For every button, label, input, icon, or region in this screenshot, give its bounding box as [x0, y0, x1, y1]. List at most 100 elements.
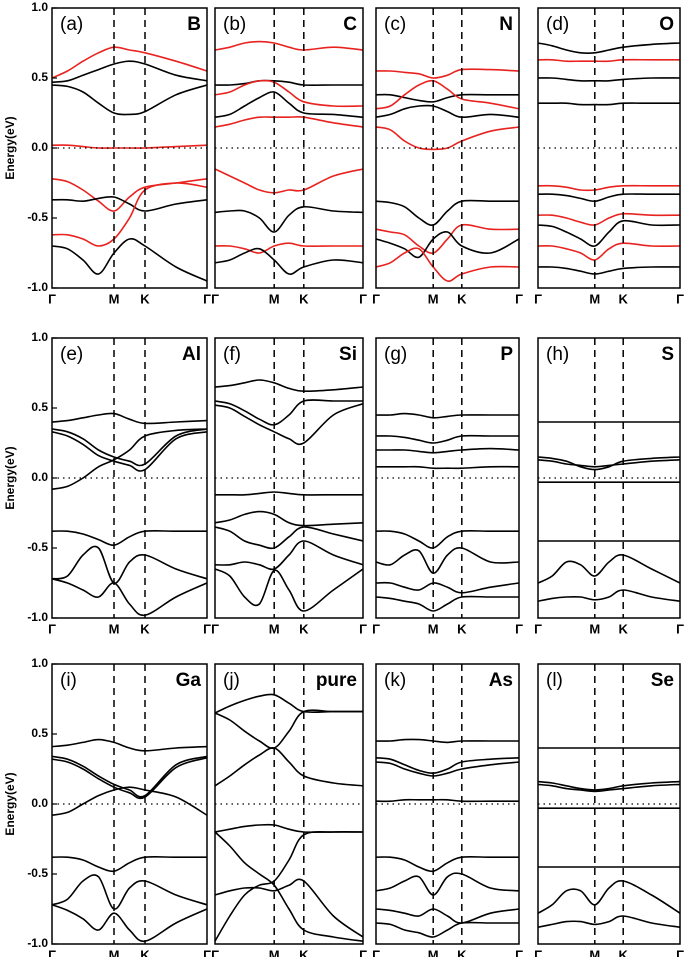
x-tick-label: M [428, 291, 439, 306]
band [376, 595, 519, 612]
band [538, 102, 680, 106]
band [376, 223, 519, 254]
band [376, 581, 519, 594]
band [215, 878, 363, 938]
panel: Γ M K Γ (h) S [534, 337, 684, 636]
band [538, 589, 680, 602]
panel-label: (l) [546, 670, 563, 691]
panel-label: (h) [546, 344, 569, 365]
x-tick-label: Γ [48, 291, 56, 306]
panel-label: (a) [60, 14, 83, 35]
y-tick-label: -1.0 [27, 610, 48, 624]
x-tick-label: K [457, 621, 467, 636]
band [215, 540, 363, 571]
band [52, 786, 207, 816]
element-label: C [343, 14, 357, 35]
x-tick-label: K [140, 291, 150, 306]
frame [537, 7, 681, 289]
band [215, 115, 363, 128]
element-label: pure [316, 670, 357, 691]
band [538, 459, 680, 468]
x-tick-label: M [428, 947, 439, 957]
y-tick-label: 1.0 [31, 330, 48, 344]
x-tick-label: Γ [534, 291, 542, 306]
band [52, 46, 207, 79]
band [376, 230, 519, 259]
band [215, 510, 363, 527]
panel-label: (b) [223, 14, 246, 35]
band [538, 42, 680, 54]
x-tick-label: M [589, 947, 600, 957]
y-tick-label: 0.5 [31, 726, 48, 740]
panel-label: (g) [384, 344, 407, 365]
x-tick-label: Γ [534, 621, 542, 636]
x-tick-label: K [457, 291, 467, 306]
element-label: Ga [176, 670, 202, 691]
band [376, 93, 519, 103]
band [52, 182, 207, 247]
band [52, 738, 207, 752]
element-label: B [187, 14, 201, 35]
band [215, 40, 363, 51]
frame [537, 337, 681, 619]
band [538, 880, 680, 914]
band [376, 921, 519, 938]
x-tick-label: M [109, 621, 120, 636]
band [52, 428, 207, 490]
panel: Γ M K Γ 1.0 0.5 0.0 -0.5 -1.0 Energy(eV) (e) Al [3, 330, 211, 636]
x-tick-label: Γ [211, 291, 219, 306]
band [52, 755, 207, 798]
band [538, 58, 680, 63]
band [376, 199, 519, 226]
band [215, 379, 363, 393]
x-tick-label: Γ [372, 947, 380, 957]
x-tick-label: M [589, 291, 600, 306]
x-tick-label: M [269, 621, 280, 636]
x-tick-label: K [299, 291, 309, 306]
y-tick-label: -1.0 [27, 280, 48, 294]
band [376, 908, 519, 924]
band [215, 693, 363, 714]
y-tick-label: 0.0 [31, 140, 48, 154]
band [215, 247, 363, 275]
band [215, 91, 363, 118]
band [52, 195, 207, 212]
x-tick-label: K [299, 621, 309, 636]
band [538, 554, 680, 584]
band [538, 456, 680, 471]
x-tick-label: Γ [48, 621, 56, 636]
y-tick-label: 0.0 [31, 796, 48, 810]
x-tick-label: Γ [515, 621, 523, 636]
band [52, 578, 207, 617]
element-label: Se [651, 670, 674, 691]
x-tick-label: Γ [211, 947, 219, 957]
x-tick-label: M [269, 291, 280, 306]
y-axis-label: Energy(eV) [3, 772, 17, 835]
x-tick-label: Γ [48, 947, 56, 957]
x-tick-label: K [299, 947, 309, 957]
y-tick-label: 0.5 [31, 400, 48, 414]
y-axis-label: Energy(eV) [3, 446, 17, 509]
x-tick-label: Γ [211, 621, 219, 636]
band [215, 747, 363, 787]
band [52, 545, 207, 584]
band [215, 526, 363, 550]
frame [375, 7, 520, 289]
y-tick-label: -1.0 [27, 936, 48, 950]
band [376, 798, 519, 803]
band [215, 403, 363, 446]
element-label: N [499, 14, 513, 35]
band [52, 874, 207, 910]
band [52, 529, 207, 547]
band [215, 205, 363, 233]
band [376, 447, 519, 454]
band [52, 855, 207, 873]
x-tick-label: K [619, 291, 629, 306]
band [376, 434, 519, 444]
x-tick-label: M [589, 621, 600, 636]
panel: Γ M K Γ (j) pure [211, 663, 367, 962]
x-tick-label: Γ [676, 291, 684, 306]
band [215, 568, 363, 612]
x-tick-label: Γ [203, 621, 211, 636]
